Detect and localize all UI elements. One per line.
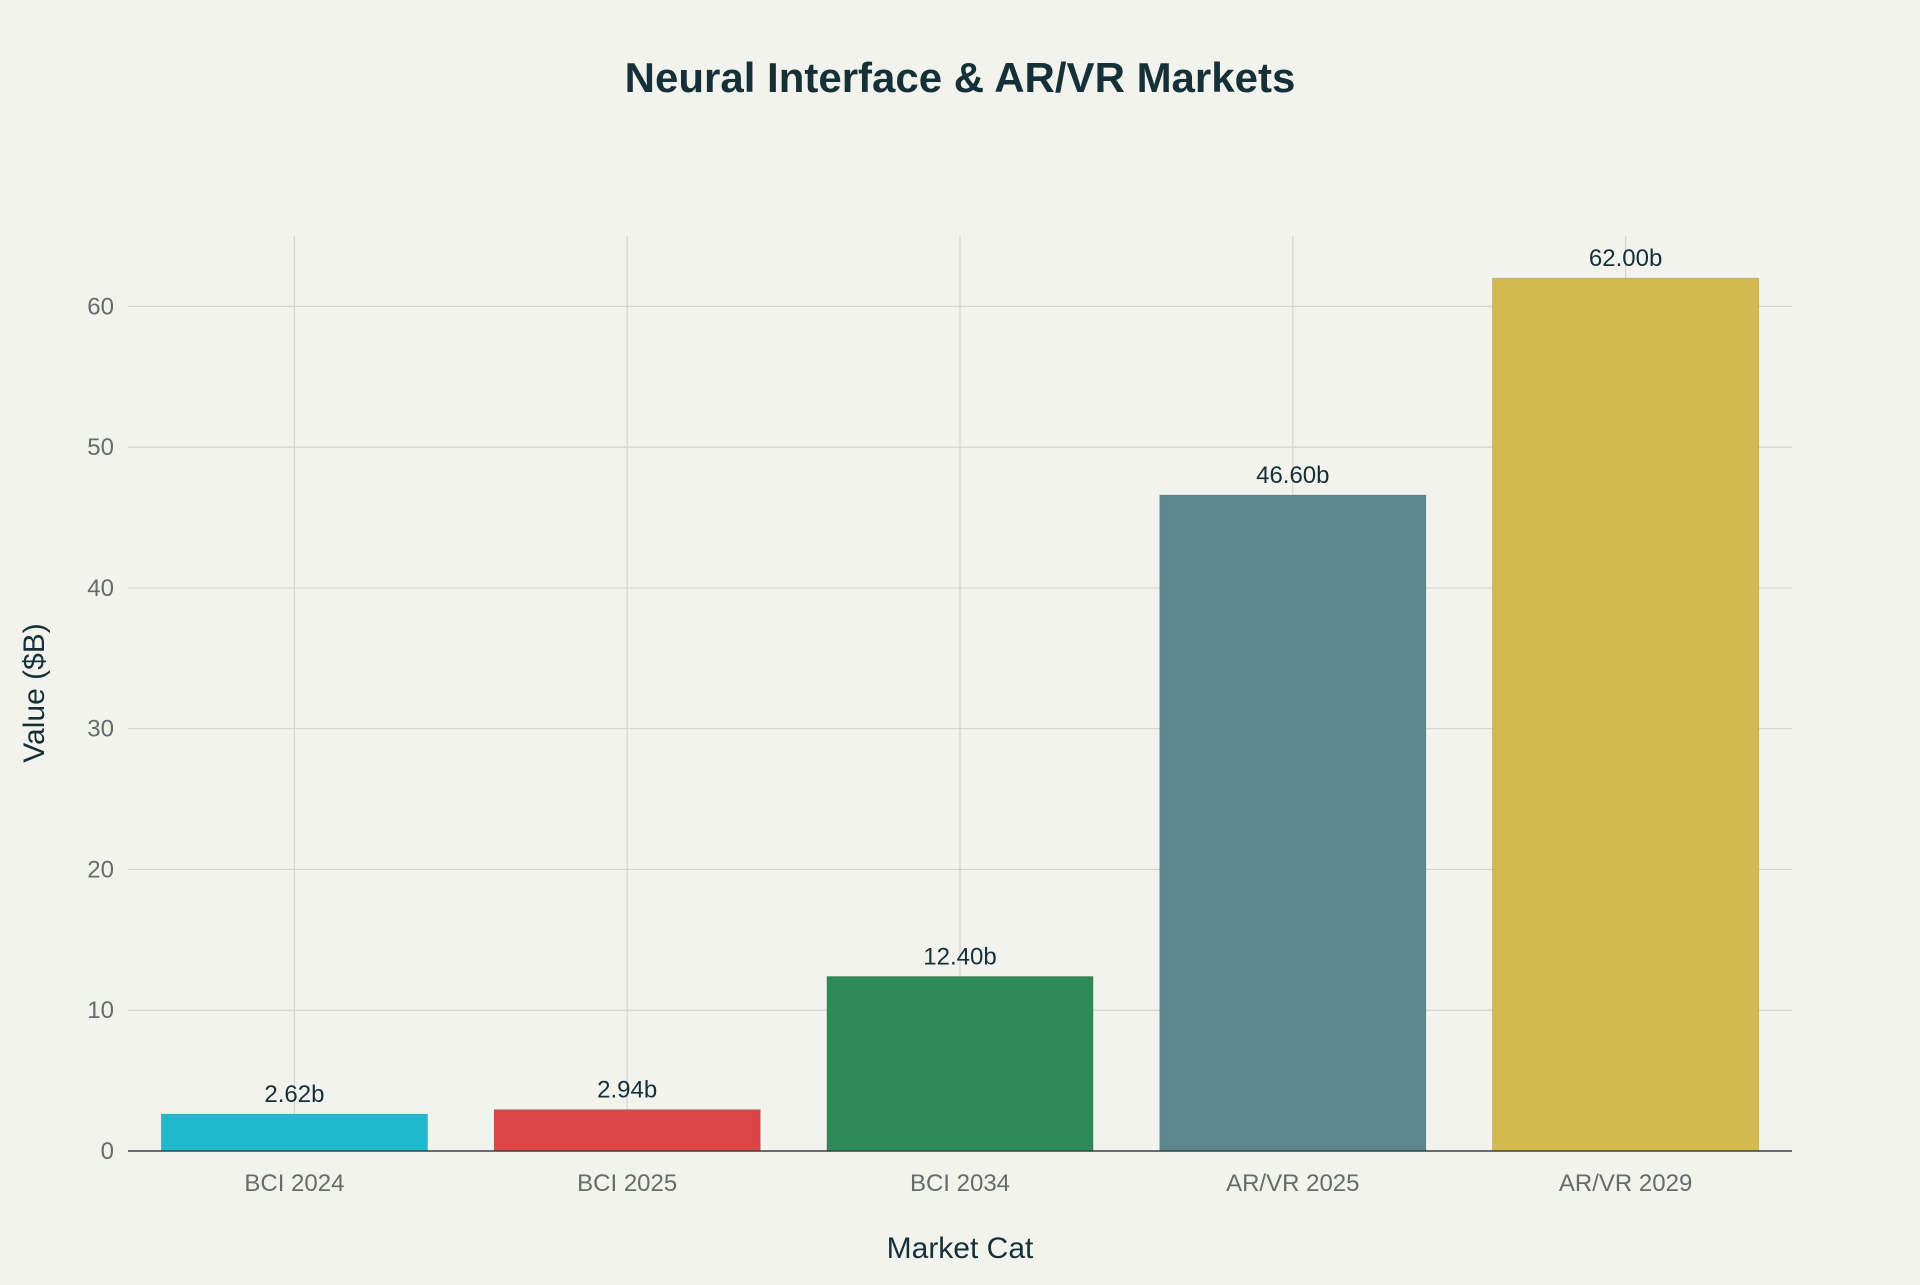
x-tick-label: AR/VR 2029 — [1559, 1170, 1692, 1197]
y-tick-label: 50 — [87, 434, 114, 461]
y-axis-title: Value ($B) — [18, 623, 51, 763]
bar — [1491, 277, 1760, 1152]
x-tick-label: BCI 2025 — [577, 1170, 677, 1197]
bar-data-label: 2.62b — [264, 1081, 324, 1108]
y-tick-label: 60 — [87, 293, 114, 320]
y-tick-label: 40 — [87, 575, 114, 602]
y-tick-label: 20 — [87, 856, 114, 883]
bar — [160, 1113, 429, 1152]
y-tick-label: 0 — [101, 1138, 114, 1165]
bars-layer — [160, 277, 1760, 1152]
bar-data-label: 12.40b — [923, 943, 996, 970]
x-axis-title: Market Cat — [887, 1232, 1034, 1265]
bar — [493, 1109, 761, 1152]
y-tick-label: 30 — [87, 716, 114, 743]
bar — [826, 975, 1094, 1152]
x-tick-labels: BCI 2024 BCI 2025 BCI 2034 AR/VR 2025 AR/VR … — [244, 1170, 1692, 1197]
bar — [1159, 494, 1427, 1152]
x-tick-label: BCI 2034 — [910, 1170, 1010, 1197]
y-tick-labels: 0 10 20 30 40 50 60 — [87, 293, 114, 1165]
x-tick-label: AR/VR 2025 — [1226, 1170, 1359, 1197]
bar-data-label: 2.94b — [597, 1077, 657, 1104]
bar-data-label: 46.60b — [1256, 462, 1329, 489]
data-labels-layer: 2.62b 2.94b 12.40b 46.60b 62.00b — [264, 245, 1662, 1108]
x-tick-label: BCI 2024 — [244, 1170, 344, 1197]
y-tick-label: 10 — [87, 997, 114, 1024]
bar-data-label: 62.00b — [1589, 245, 1662, 272]
chart-title: Neural Interface & AR/VR Markets — [625, 54, 1296, 101]
